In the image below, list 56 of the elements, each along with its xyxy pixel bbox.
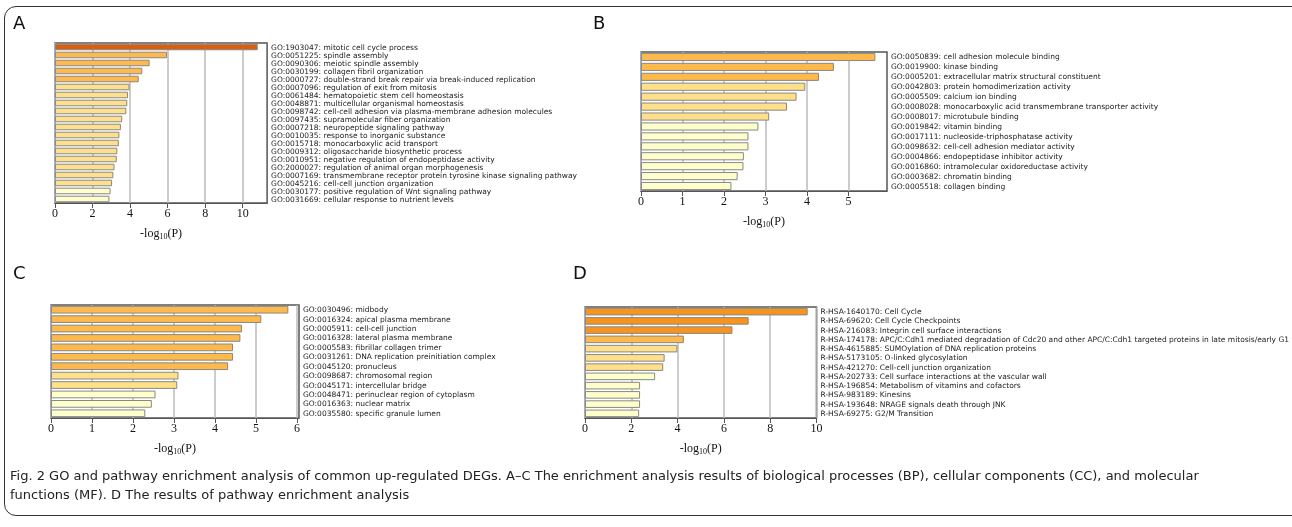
x-tick-label: 1	[88, 421, 95, 435]
bar	[55, 59, 150, 67]
x-tick-label: 0	[52, 206, 58, 220]
x-tick-label: 10	[810, 421, 823, 435]
bar	[55, 187, 111, 195]
x-tick-label: 4	[127, 206, 134, 220]
chart-title: A	[13, 11, 26, 33]
bar	[55, 123, 121, 131]
bar	[55, 155, 117, 163]
bar	[55, 195, 110, 203]
bar	[55, 107, 127, 115]
bar	[55, 67, 143, 75]
x-tick-label: 8	[202, 206, 209, 220]
x-tick-label: 10	[236, 206, 249, 220]
bar	[55, 179, 113, 187]
bar	[641, 52, 876, 62]
bar	[55, 163, 115, 171]
bar	[55, 131, 120, 139]
caption: Fig. 2 GO and pathway enrichment analysis of common up-regulated DEGs. A–C The enrichment analysis results of biological processes (BP), cellular components (CC), and molecular functions (MF). D The results of pathway enrichment analysis	[10, 467, 1200, 504]
chart-title: D	[573, 261, 587, 283]
x-tick-label: 6	[164, 206, 171, 220]
bar	[55, 75, 139, 83]
x-tick-label: 4	[674, 421, 681, 435]
bar	[55, 91, 129, 99]
bar	[55, 115, 123, 123]
bar	[55, 51, 168, 59]
x-tick-label: 1	[679, 194, 686, 208]
x-tick-label: 5	[845, 194, 852, 208]
x-tick-label: 8	[767, 421, 774, 435]
x-tick-label: 4	[803, 194, 810, 208]
bar	[55, 171, 114, 179]
bar	[641, 62, 834, 71]
bar	[55, 139, 119, 147]
x-tick-label: 2	[720, 194, 727, 208]
x-tick-label: 6	[293, 421, 300, 435]
x-tick-label: 0	[638, 194, 644, 208]
bar	[55, 147, 118, 155]
bar	[641, 162, 744, 171]
bar	[641, 172, 738, 181]
x-tick-label: 2	[89, 206, 96, 220]
x-tick-label: 0	[582, 421, 588, 435]
x-tick-label: 0	[48, 421, 54, 435]
x-tick-label: 6	[720, 421, 727, 435]
x-tick-label: 2	[129, 421, 136, 435]
x-tick-label: 3	[170, 421, 177, 435]
bar	[55, 83, 130, 91]
chart-title: C	[13, 261, 26, 283]
bar	[641, 181, 732, 191]
bar	[641, 72, 819, 81]
bar	[55, 99, 128, 107]
chart-title: B	[593, 11, 606, 33]
x-tick-label: 5	[252, 421, 259, 435]
x-tick-label: 3	[762, 194, 769, 208]
bar	[55, 43, 258, 51]
x-tick-label: 4	[211, 421, 218, 435]
x-tick-label: 2	[628, 421, 635, 435]
